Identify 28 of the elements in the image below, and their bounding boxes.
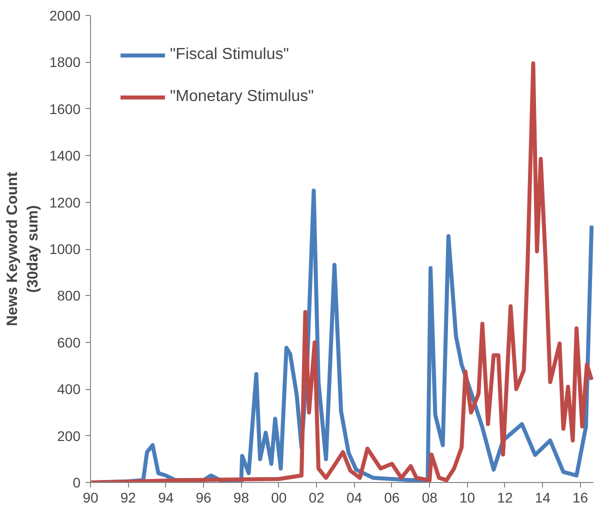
- x-tick-label: 00: [271, 490, 287, 506]
- x-tick-label: 94: [158, 490, 174, 506]
- x-tick-label: 06: [384, 490, 400, 506]
- y-tick-label: 1400: [49, 148, 81, 164]
- y-tick-label: 1200: [49, 194, 81, 210]
- y-tick-label: 1000: [49, 241, 81, 257]
- x-tick-label: 96: [196, 490, 212, 506]
- legend-label: "Fiscal Stimulus": [170, 46, 289, 64]
- x-tick-label: 98: [233, 490, 250, 506]
- y-tick-label: 800: [57, 288, 81, 304]
- x-tick-label: 10: [459, 490, 476, 506]
- y-tick-label: 2000: [49, 8, 81, 24]
- y-tick-label: 1600: [49, 100, 81, 117]
- x-tick-label: 92: [120, 490, 136, 506]
- y-tick-label: 0: [72, 474, 81, 490]
- x-tick-label: 02: [308, 490, 325, 506]
- x-tick-label: 16: [572, 490, 588, 506]
- x-tick-label: 90: [82, 490, 98, 506]
- x-tick-label: 12: [497, 490, 513, 506]
- y-tick-label: 200: [57, 428, 81, 444]
- y-axis-title: News Keyword Count (30day sum): [4, 172, 42, 326]
- y-tick-label: 400: [57, 381, 81, 398]
- x-tick-label: 08: [422, 490, 438, 506]
- x-tick-label: 04: [346, 490, 362, 506]
- y-tick-label: 600: [57, 334, 81, 350]
- legend-label: "Monetary Stimulus": [170, 88, 314, 106]
- x-tick-label: 14: [534, 490, 551, 506]
- y-tick-label: 1800: [49, 54, 81, 70]
